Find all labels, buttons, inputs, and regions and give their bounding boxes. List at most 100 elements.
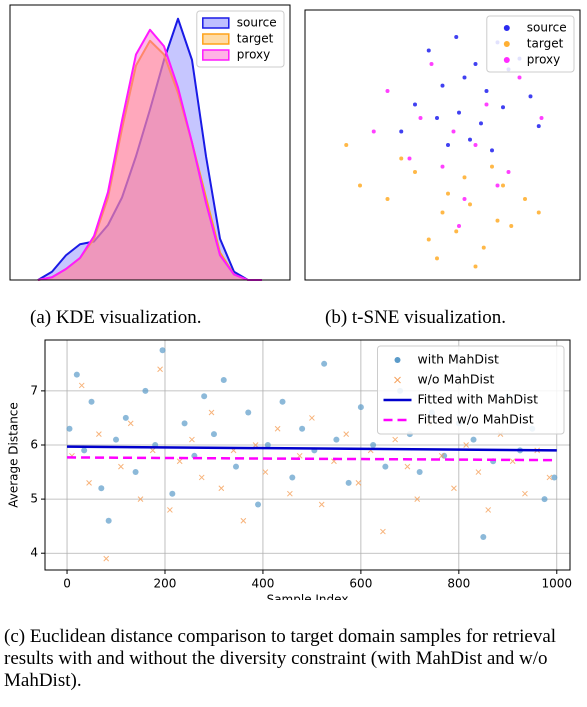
legend-swatch — [394, 357, 401, 363]
point — [509, 458, 516, 465]
point — [279, 398, 286, 405]
point — [264, 441, 271, 448]
point — [86, 480, 92, 486]
density-line — [37, 28, 262, 281]
point — [210, 431, 217, 438]
legend-label: Fitted w/o MahDist — [418, 412, 534, 427]
legend-label: Fitted with MahDist — [418, 392, 539, 407]
point — [287, 490, 293, 497]
point — [181, 420, 188, 427]
point — [454, 35, 459, 39]
point — [536, 124, 541, 129]
point — [159, 347, 166, 354]
point — [169, 490, 176, 497]
point — [413, 170, 417, 174]
point — [357, 404, 364, 411]
x-tick-label: 800 — [447, 577, 470, 591]
legend-swatch — [202, 49, 230, 61]
legend-swatch — [503, 25, 510, 31]
point — [435, 116, 439, 120]
point — [343, 431, 350, 438]
density-area — [38, 18, 262, 280]
point — [490, 148, 494, 153]
point — [414, 496, 421, 502]
point — [522, 490, 528, 497]
legend-label: w/o MahDist — [418, 372, 495, 387]
point — [523, 197, 527, 201]
point — [78, 382, 85, 389]
point — [198, 474, 205, 481]
point — [454, 229, 459, 234]
plot-frame — [9, 4, 291, 281]
point — [245, 409, 252, 416]
point — [355, 480, 362, 486]
point — [463, 442, 470, 448]
point — [321, 360, 328, 367]
point — [132, 469, 139, 476]
point — [462, 175, 467, 180]
point — [122, 414, 129, 421]
caption: (b) t-SNE visualization. — [325, 307, 506, 328]
point — [416, 469, 423, 476]
point — [446, 143, 450, 147]
point — [255, 501, 262, 508]
point — [528, 94, 533, 99]
point — [333, 436, 340, 443]
point — [446, 191, 450, 196]
x-axis-label: Sample Index — [267, 593, 349, 601]
figure: source target proxy source target proxy 0 200 40… — [7, 4, 581, 601]
point — [468, 202, 472, 207]
point — [73, 371, 80, 378]
x-tick-label: 600 — [349, 577, 372, 591]
legend-swatch — [503, 57, 510, 63]
x-tick-label: 400 — [251, 577, 274, 591]
point — [385, 89, 390, 93]
point — [551, 474, 558, 481]
point — [440, 164, 445, 169]
point — [88, 398, 95, 405]
point — [495, 183, 500, 188]
point — [451, 485, 457, 492]
point — [220, 377, 227, 384]
point — [451, 129, 456, 134]
point — [344, 143, 349, 147]
point — [380, 528, 386, 535]
legend-label: target — [237, 32, 274, 46]
point — [404, 463, 411, 470]
point — [457, 110, 461, 115]
y-tick-label: 5 — [30, 492, 38, 506]
point — [435, 256, 439, 261]
legend-label: source — [527, 21, 567, 35]
y-axis-label: Average Distance — [7, 402, 21, 508]
fit-line — [67, 456, 557, 462]
point — [470, 436, 477, 443]
point — [481, 245, 486, 250]
point — [517, 75, 522, 80]
point — [240, 517, 247, 524]
point — [418, 116, 423, 120]
point — [429, 62, 434, 66]
point — [218, 485, 225, 492]
point — [66, 425, 73, 432]
legend-label: source — [237, 16, 277, 30]
point — [113, 436, 120, 443]
point — [473, 264, 478, 269]
legend-label: with MahDist — [418, 352, 499, 367]
point — [232, 463, 239, 470]
point — [407, 156, 412, 161]
point — [176, 458, 183, 465]
legend-label: proxy — [237, 48, 270, 62]
point — [490, 164, 494, 169]
point — [98, 485, 105, 492]
point — [167, 507, 173, 513]
point — [413, 102, 417, 107]
point — [399, 156, 404, 161]
point — [105, 517, 112, 524]
point — [440, 83, 445, 88]
x-tick-label: 0 — [63, 577, 71, 591]
point — [462, 75, 467, 80]
point — [501, 105, 505, 110]
legend-swatch — [202, 17, 230, 29]
legend-swatch — [503, 41, 510, 47]
y-tick-label: 6 — [30, 437, 38, 451]
